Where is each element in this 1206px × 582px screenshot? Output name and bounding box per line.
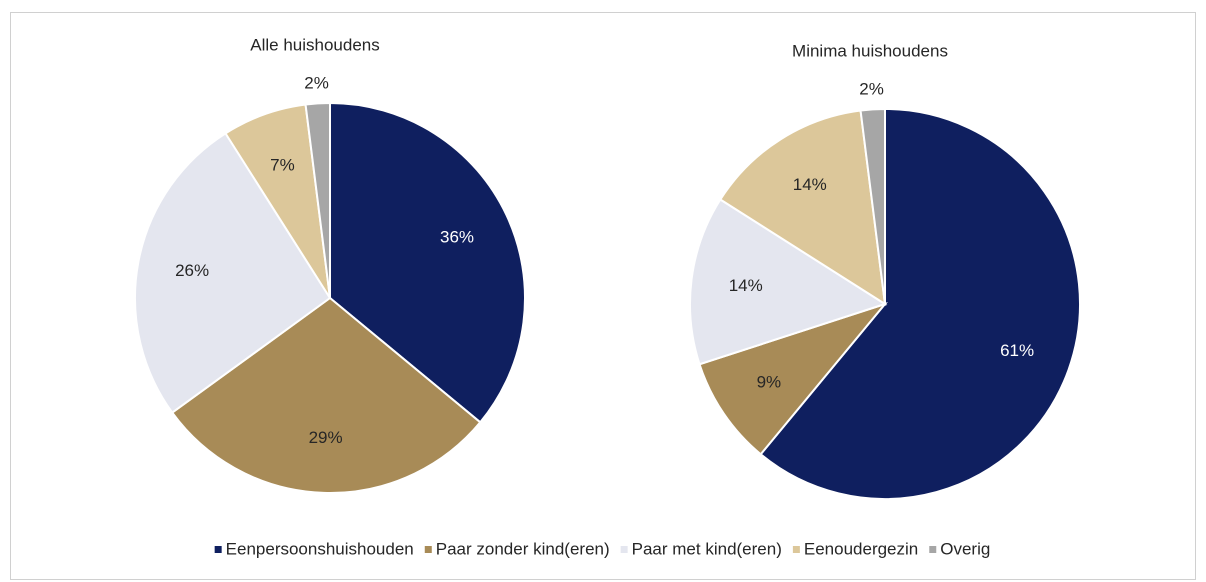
slice-label: 2% xyxy=(304,73,329,92)
slice-label: 2% xyxy=(859,79,884,98)
legend-label: Eenpersoonshuishouden xyxy=(226,539,414,558)
slice-label: 14% xyxy=(793,175,827,194)
pie-slice xyxy=(698,301,888,456)
pie-title: Alle huishoudens xyxy=(250,35,379,54)
pie-slice xyxy=(329,101,526,424)
legend-marker xyxy=(214,546,222,553)
slice-label: 7% xyxy=(270,155,295,174)
pie-title: Minima huishoudens xyxy=(792,41,948,60)
pie-slice xyxy=(134,131,332,415)
legend-marker xyxy=(929,546,937,553)
legend-marker xyxy=(792,546,800,553)
slice-label: 14% xyxy=(729,276,763,295)
legend-label: Overig xyxy=(940,539,990,558)
slice-label: 9% xyxy=(757,372,782,391)
legend-label: Eenoudergezin xyxy=(804,539,918,558)
pie-slice xyxy=(859,107,886,305)
slice-label: 61% xyxy=(1000,341,1034,360)
pie-slice xyxy=(304,101,331,299)
slice-label: 29% xyxy=(309,428,343,447)
pie-slice xyxy=(170,296,482,494)
legend-marker xyxy=(424,546,432,553)
pie-slice xyxy=(689,198,888,366)
slice-label: 26% xyxy=(175,261,209,280)
pie-slice xyxy=(718,109,887,306)
pie-slice xyxy=(759,107,1081,500)
legend-label: Paar met kind(eren) xyxy=(632,539,782,558)
legend-label: Paar zonder kind(eren) xyxy=(436,539,610,558)
legend-marker xyxy=(620,546,628,553)
slice-label: 36% xyxy=(440,228,474,247)
